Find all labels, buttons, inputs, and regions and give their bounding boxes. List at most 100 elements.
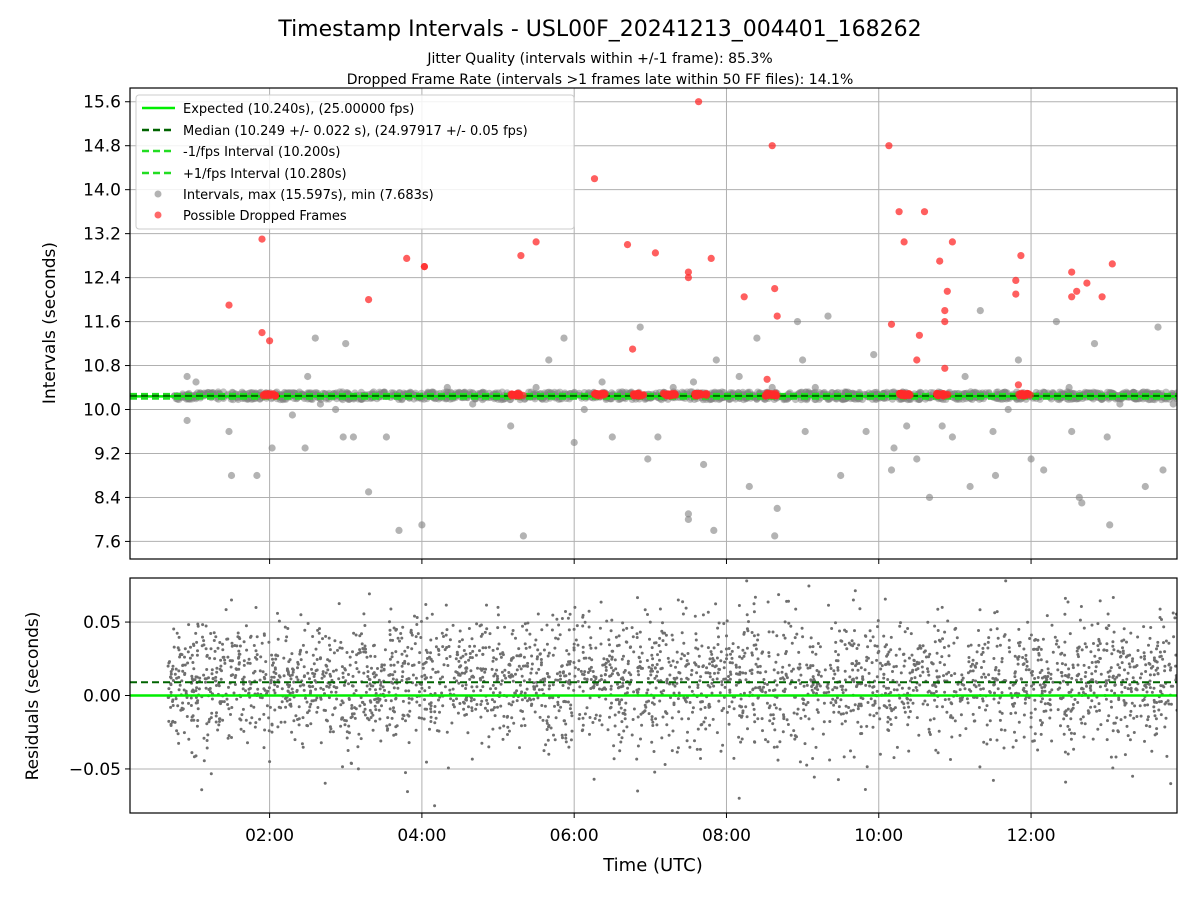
residual-point bbox=[671, 729, 675, 733]
residual-point bbox=[1128, 653, 1132, 657]
residual-point bbox=[486, 702, 490, 706]
residual-point bbox=[1094, 680, 1098, 684]
residual-point bbox=[949, 714, 953, 718]
residual-point bbox=[209, 647, 213, 651]
residual-point bbox=[216, 728, 220, 732]
residual-point bbox=[518, 746, 521, 750]
residual-point bbox=[640, 651, 644, 655]
residual-point bbox=[725, 634, 728, 638]
residual-point bbox=[219, 658, 223, 662]
residual-point bbox=[1008, 650, 1012, 654]
residual-point bbox=[781, 689, 785, 693]
interval-outlier-point bbox=[301, 444, 309, 452]
dropped-frame-point bbox=[1014, 381, 1023, 389]
residual-point bbox=[594, 646, 598, 650]
residual-point bbox=[1037, 645, 1041, 649]
residual-point bbox=[294, 714, 298, 718]
residual-point bbox=[379, 683, 383, 687]
dropped-frame-point bbox=[887, 320, 896, 328]
residual-point bbox=[407, 696, 411, 700]
residual-point bbox=[831, 697, 835, 701]
residual-point bbox=[209, 772, 213, 776]
residual-point bbox=[632, 707, 636, 711]
residual-point bbox=[962, 683, 966, 687]
dropped-frame-point bbox=[1026, 391, 1034, 399]
residual-point bbox=[664, 711, 668, 714]
residual-point bbox=[754, 686, 758, 690]
residual-point bbox=[249, 704, 253, 708]
residual-point bbox=[711, 678, 715, 682]
residual-point bbox=[572, 627, 576, 631]
residual-point bbox=[276, 637, 280, 641]
residual-point bbox=[787, 663, 791, 667]
interval-outlier-point bbox=[654, 433, 662, 441]
residual-point bbox=[538, 652, 542, 656]
residual-point bbox=[457, 673, 461, 677]
residual-point bbox=[588, 732, 591, 736]
residual-point bbox=[1083, 675, 1087, 679]
residual-point bbox=[299, 658, 303, 662]
residual-point bbox=[871, 691, 875, 695]
residual-point bbox=[630, 733, 634, 737]
residual-point bbox=[1063, 596, 1067, 600]
residual-point bbox=[554, 636, 558, 640]
residual-point bbox=[568, 662, 572, 666]
residual-point bbox=[1092, 642, 1095, 645]
residual-point bbox=[1165, 754, 1169, 758]
residual-point bbox=[741, 648, 745, 652]
residual-point bbox=[1089, 688, 1093, 692]
residual-point bbox=[258, 678, 262, 682]
residual-point bbox=[325, 664, 329, 668]
residual-point bbox=[629, 645, 633, 649]
residual-point bbox=[324, 671, 328, 675]
residual-point bbox=[401, 661, 405, 665]
residual-point bbox=[473, 644, 476, 648]
dropped-frame-point bbox=[629, 345, 637, 353]
residual-point bbox=[675, 660, 679, 664]
residual-point bbox=[983, 642, 987, 646]
residual-point bbox=[856, 720, 860, 724]
residual-point bbox=[169, 724, 173, 727]
residual-point bbox=[670, 749, 674, 753]
residual-point bbox=[522, 655, 526, 659]
residual-point bbox=[795, 632, 799, 636]
residual-point bbox=[1107, 714, 1111, 718]
residual-point bbox=[235, 697, 239, 701]
residual-point bbox=[947, 697, 951, 701]
residual-point bbox=[993, 611, 997, 615]
residual-point bbox=[585, 677, 589, 681]
residual-point bbox=[1146, 703, 1150, 707]
residual-point bbox=[460, 671, 464, 675]
residual-point bbox=[1060, 662, 1064, 666]
residual-point bbox=[283, 625, 287, 629]
residual-point bbox=[252, 705, 256, 709]
residual-point bbox=[332, 651, 336, 655]
residual-point bbox=[1121, 651, 1125, 655]
residual-point bbox=[833, 672, 837, 676]
residual-point bbox=[922, 650, 926, 654]
residual-point bbox=[730, 700, 734, 704]
residual-point bbox=[176, 704, 180, 708]
residual-point bbox=[362, 612, 366, 616]
residual-point bbox=[742, 654, 746, 658]
residual-point bbox=[1081, 691, 1085, 694]
residual-point bbox=[773, 703, 777, 707]
residual-point bbox=[283, 720, 287, 724]
residual-point bbox=[1138, 676, 1142, 680]
residual-point bbox=[304, 696, 307, 700]
residual-point bbox=[828, 758, 832, 762]
residual-point bbox=[628, 682, 632, 686]
residual-point bbox=[177, 635, 181, 639]
residual-point bbox=[1002, 746, 1006, 750]
residual-point bbox=[708, 662, 711, 666]
residual-point bbox=[567, 628, 571, 632]
residual-point bbox=[1077, 655, 1080, 659]
residual-point bbox=[1082, 735, 1086, 739]
residual-point bbox=[536, 648, 540, 652]
residual-point bbox=[510, 632, 514, 636]
dropped-frame-point bbox=[684, 268, 693, 276]
residual-point bbox=[589, 678, 593, 681]
residual-point bbox=[652, 702, 656, 706]
residual-point bbox=[285, 699, 289, 703]
residual-point bbox=[1025, 664, 1029, 668]
